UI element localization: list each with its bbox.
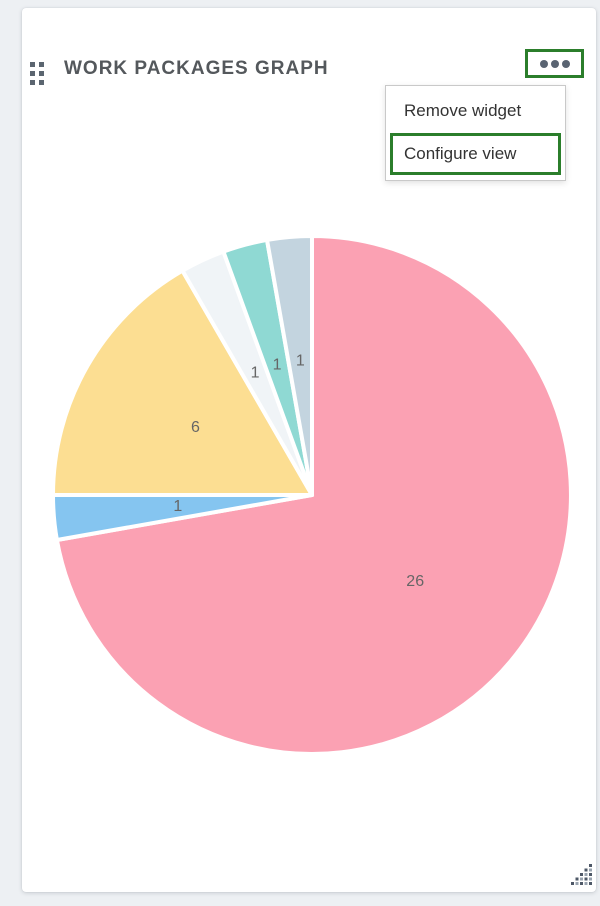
widget-context-menu: Remove widget Configure view	[385, 85, 566, 181]
pie-slice-5[interactable]	[265, 233, 314, 497]
menu-item-remove-widget[interactable]: Remove widget	[404, 101, 522, 120]
ellipsis-icon	[539, 59, 570, 68]
widget-title: WORK PACKAGES GRAPH	[64, 58, 329, 79]
widget-menu-button[interactable]	[525, 49, 584, 78]
menu-item-configure-view[interactable]: Configure view	[390, 133, 561, 175]
pie-slice-2[interactable]	[51, 268, 314, 497]
resize-handle-icon[interactable]	[569, 863, 593, 887]
drag-handle-icon[interactable]	[30, 62, 44, 85]
work-packages-graph-widget: WORK PACKAGES GRAPH Remove widget Config…	[22, 8, 596, 892]
